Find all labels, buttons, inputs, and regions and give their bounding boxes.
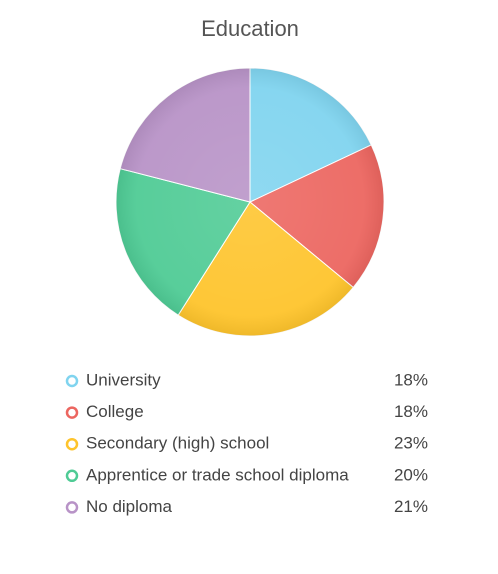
legend-label: University xyxy=(86,370,161,389)
legend-marker xyxy=(65,469,79,483)
value-label: 23% xyxy=(394,434,428,453)
pie xyxy=(115,67,385,337)
legend-label: No diploma xyxy=(86,497,173,516)
legend-label: College xyxy=(86,402,144,421)
legend-label: Secondary (high) school xyxy=(86,434,269,453)
chart-title: Education xyxy=(201,16,299,41)
value-label: 21% xyxy=(394,497,428,516)
legend-marker xyxy=(65,437,79,451)
legend: University 18% College 18% Secondary (high) … xyxy=(65,370,428,516)
value-label: 18% xyxy=(394,370,428,389)
legend-marker xyxy=(65,374,79,388)
legend-marker xyxy=(65,406,79,419)
value-label: 20% xyxy=(394,465,428,484)
legend-marker xyxy=(65,501,79,514)
legend-label: Apprentice or trade school diploma xyxy=(86,465,349,484)
value-label: 18% xyxy=(394,402,428,421)
